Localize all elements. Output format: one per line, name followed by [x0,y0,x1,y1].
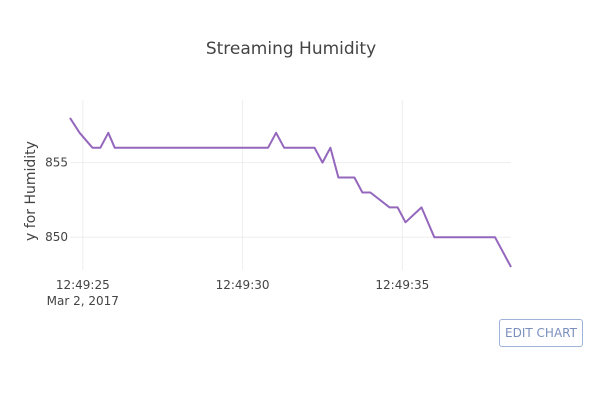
y-axis-ticks: 850 855 [45,156,68,245]
x-tick-label: 12:49:35 [375,278,429,292]
grid [70,100,511,270]
x-axis-ticks: 12:49:25 Mar 2, 2017 12:49:30 12:49:35 [47,278,430,308]
x-tick-date-label: Mar 2, 2017 [47,294,119,308]
y-tick-label: 855 [45,156,68,170]
x-tick-label: 12:49:25 [56,278,110,292]
y-tick-label: 850 [45,230,68,244]
y-axis-title: y for Humidity [23,141,39,241]
humidity-series-line [69,117,512,268]
x-tick-label: 12:49:30 [216,278,270,292]
series-layer [69,117,512,268]
edit-chart-button[interactable]: EDIT CHART [499,319,583,347]
chart-title: Streaming Humidity [206,39,376,59]
